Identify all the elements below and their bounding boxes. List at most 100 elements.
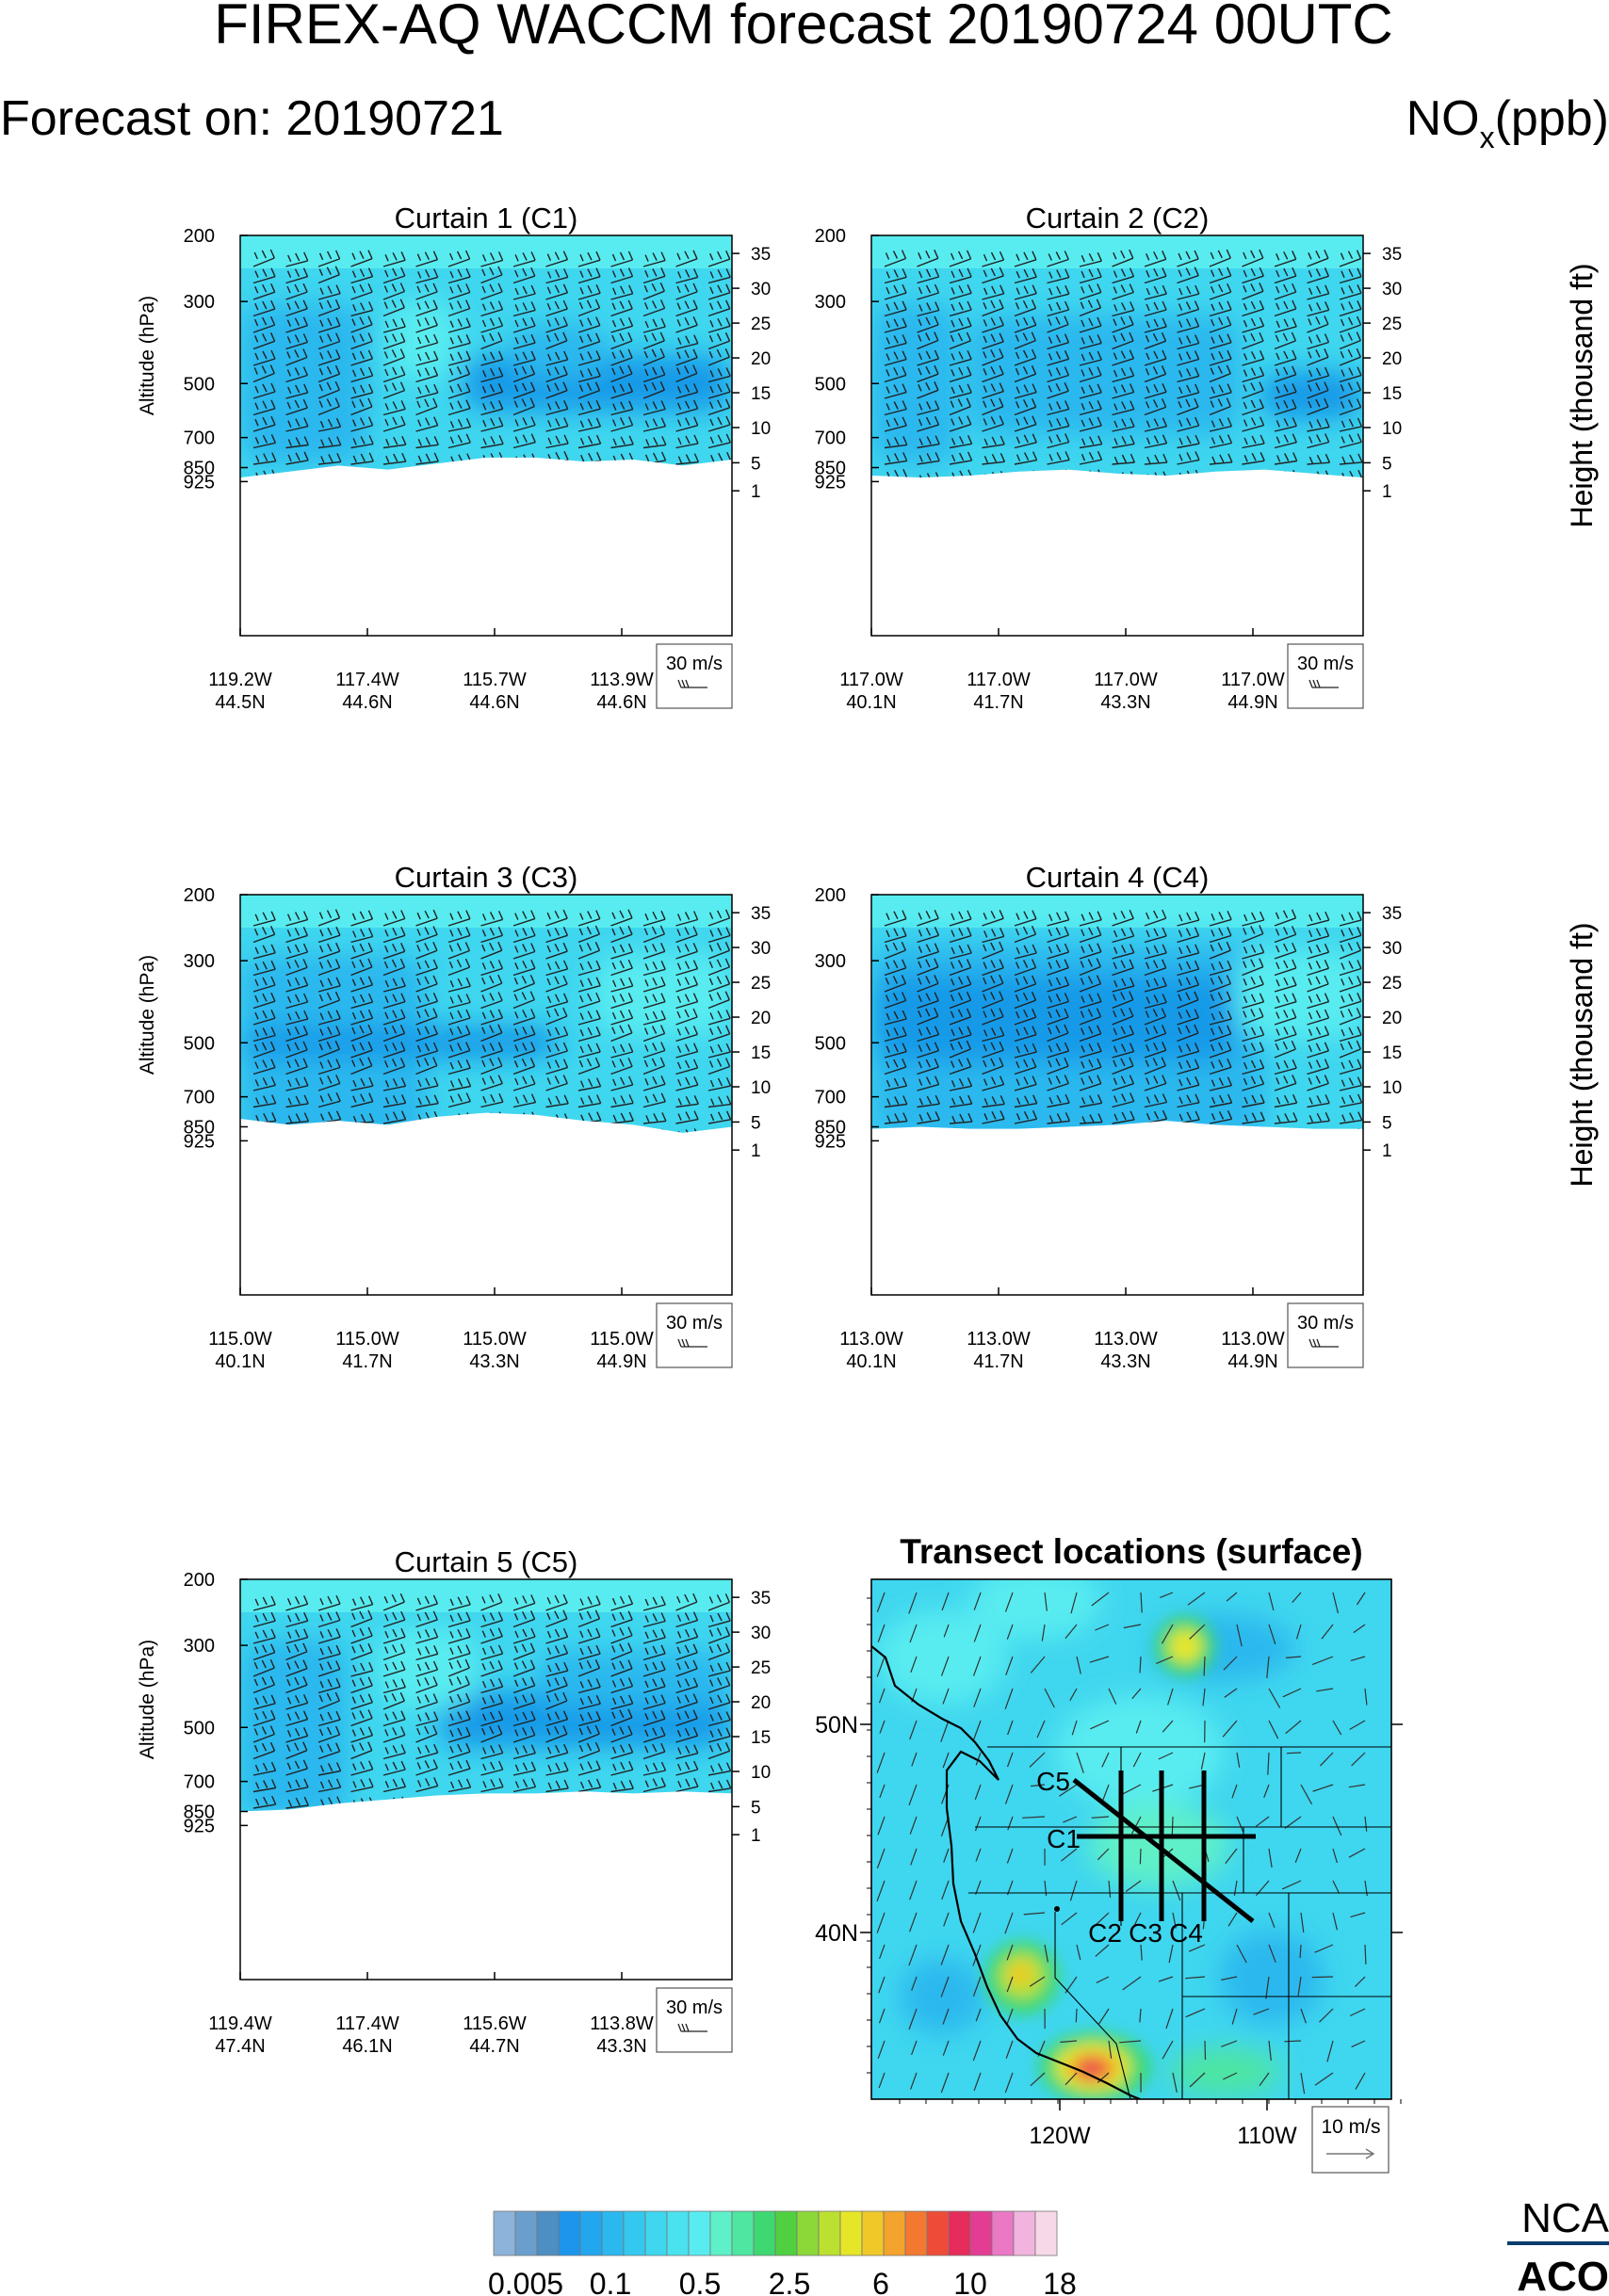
wind-barb <box>917 267 940 284</box>
wind-barb <box>1144 434 1168 449</box>
wind-barb <box>350 942 373 960</box>
wind-barb <box>982 991 1004 1010</box>
wind-barb <box>1079 334 1102 350</box>
map-wind-arrow <box>877 1624 886 1642</box>
map-wind-arrow <box>1005 1656 1014 1675</box>
map-wind-arrow <box>1223 2072 1238 2080</box>
map-wind-arrow <box>910 1656 918 1673</box>
curtain-frame <box>239 894 733 1296</box>
wind-barb <box>1339 267 1362 284</box>
wind-barb <box>1014 331 1036 350</box>
wind-barb <box>512 1009 536 1026</box>
wind-barb <box>675 399 699 416</box>
wind-reference-label: 30 m/s <box>1297 654 1354 674</box>
wind-barb <box>1209 941 1231 960</box>
wind-barb <box>675 1643 698 1661</box>
wind-reference-box <box>1287 1302 1364 1368</box>
y2-axis-label: Height (thousand ft) <box>1565 263 1599 527</box>
colorbar-swatch <box>796 2210 820 2256</box>
wind-barb <box>382 1593 405 1611</box>
wind-barb <box>982 453 1006 465</box>
wind-barb <box>317 397 340 416</box>
wind-barb <box>642 993 666 1010</box>
pressure-tick-label: 700 <box>184 1088 215 1108</box>
wind-barb <box>982 435 1005 449</box>
wind-barb <box>1274 1009 1297 1026</box>
x-tick-lat: 44.9N <box>1227 692 1277 713</box>
wind-barb <box>447 334 471 350</box>
wind-barb <box>545 1644 569 1661</box>
wind-barb <box>577 1644 601 1661</box>
wind-barb <box>1079 350 1102 366</box>
wind-barb <box>1079 1075 1102 1091</box>
wind-barb <box>512 1761 537 1776</box>
wind-barb <box>415 1594 439 1611</box>
wind-barb <box>884 416 907 432</box>
wind-barb <box>1014 910 1037 927</box>
x-tick-lon: 115.0W <box>590 1329 654 1350</box>
wind-barb <box>415 283 438 300</box>
wind-barb <box>545 1007 568 1026</box>
map-hotspots <box>984 1616 1215 2099</box>
map-wind-arrow <box>1075 2008 1078 2023</box>
map-blob <box>970 1579 1102 1639</box>
map-wind-arrow <box>1231 2008 1238 2025</box>
wind-barb <box>917 283 940 300</box>
wind-barb <box>949 284 972 300</box>
wind-barb <box>642 1660 666 1677</box>
wind-barb <box>610 1677 634 1694</box>
pressure-tick-label: 500 <box>184 1718 215 1738</box>
map-wind-arrow <box>972 1720 982 1742</box>
wind-barb <box>512 1693 536 1710</box>
wind-barb <box>1209 1076 1233 1091</box>
wind-barb <box>1112 249 1134 267</box>
wind-barb <box>480 1024 503 1043</box>
wind-barb <box>350 1642 373 1661</box>
wind-barb <box>1047 976 1070 993</box>
wind-barb <box>1079 435 1103 449</box>
wind-barb <box>480 1694 504 1710</box>
lon-tick-label: 110W <box>1237 2123 1297 2149</box>
map-wind-arrow <box>1332 1816 1342 1836</box>
wind-barb <box>317 417 342 432</box>
x-tick-lat: 43.3N <box>1100 692 1150 713</box>
wind-barb <box>1339 417 1363 432</box>
x-tick-lon: 113.9W <box>590 670 654 690</box>
wind-barb <box>447 1742 471 1760</box>
map-wind-arrow <box>974 1784 982 1801</box>
wind-barb <box>577 381 601 399</box>
map-wind-arrow <box>940 1944 950 1965</box>
height-tick-label: 1 <box>751 1141 761 1161</box>
transect-label: C2 <box>1088 1918 1122 1948</box>
y-axis-label: Altitude (hPa) <box>137 1640 158 1759</box>
wind-barb <box>382 1760 406 1776</box>
wind-barb <box>1079 1113 1103 1124</box>
map-wind-arrow <box>1268 1688 1281 1708</box>
map-wind-arrow <box>1030 2072 1046 2087</box>
x-tick-lat: 40.1N <box>846 1351 896 1372</box>
map-wind-arrow <box>1139 2008 1142 2023</box>
lon-tick-label: 120W <box>1029 2123 1091 2149</box>
wind-barb <box>317 380 340 399</box>
x-tick-lat: 41.7N <box>342 1351 392 1372</box>
upper-band <box>871 895 1363 928</box>
map-wind-arrow <box>1221 1976 1238 1981</box>
wind-barb <box>1144 317 1167 333</box>
wind-barb <box>1307 366 1330 383</box>
wind-barb <box>382 317 406 333</box>
species-subscript: x <box>1480 121 1495 154</box>
map-wind-arrow <box>1268 1944 1276 1964</box>
wind-barb <box>917 301 940 317</box>
wind-barb <box>1307 453 1331 465</box>
wind-barb <box>949 1058 972 1075</box>
wind-barb <box>1014 925 1037 944</box>
map-wind-arrow <box>1093 1912 1110 1928</box>
wind-barb <box>512 350 536 366</box>
wind-barb <box>350 1076 374 1091</box>
map-wind-arrow <box>909 1816 918 1835</box>
wind-barb <box>447 958 471 977</box>
wind-barb <box>317 1725 341 1743</box>
logo-line-2: ACO <box>1517 2254 1609 2296</box>
map-wind-arrow <box>878 1688 886 1704</box>
wind-barb <box>350 435 374 449</box>
